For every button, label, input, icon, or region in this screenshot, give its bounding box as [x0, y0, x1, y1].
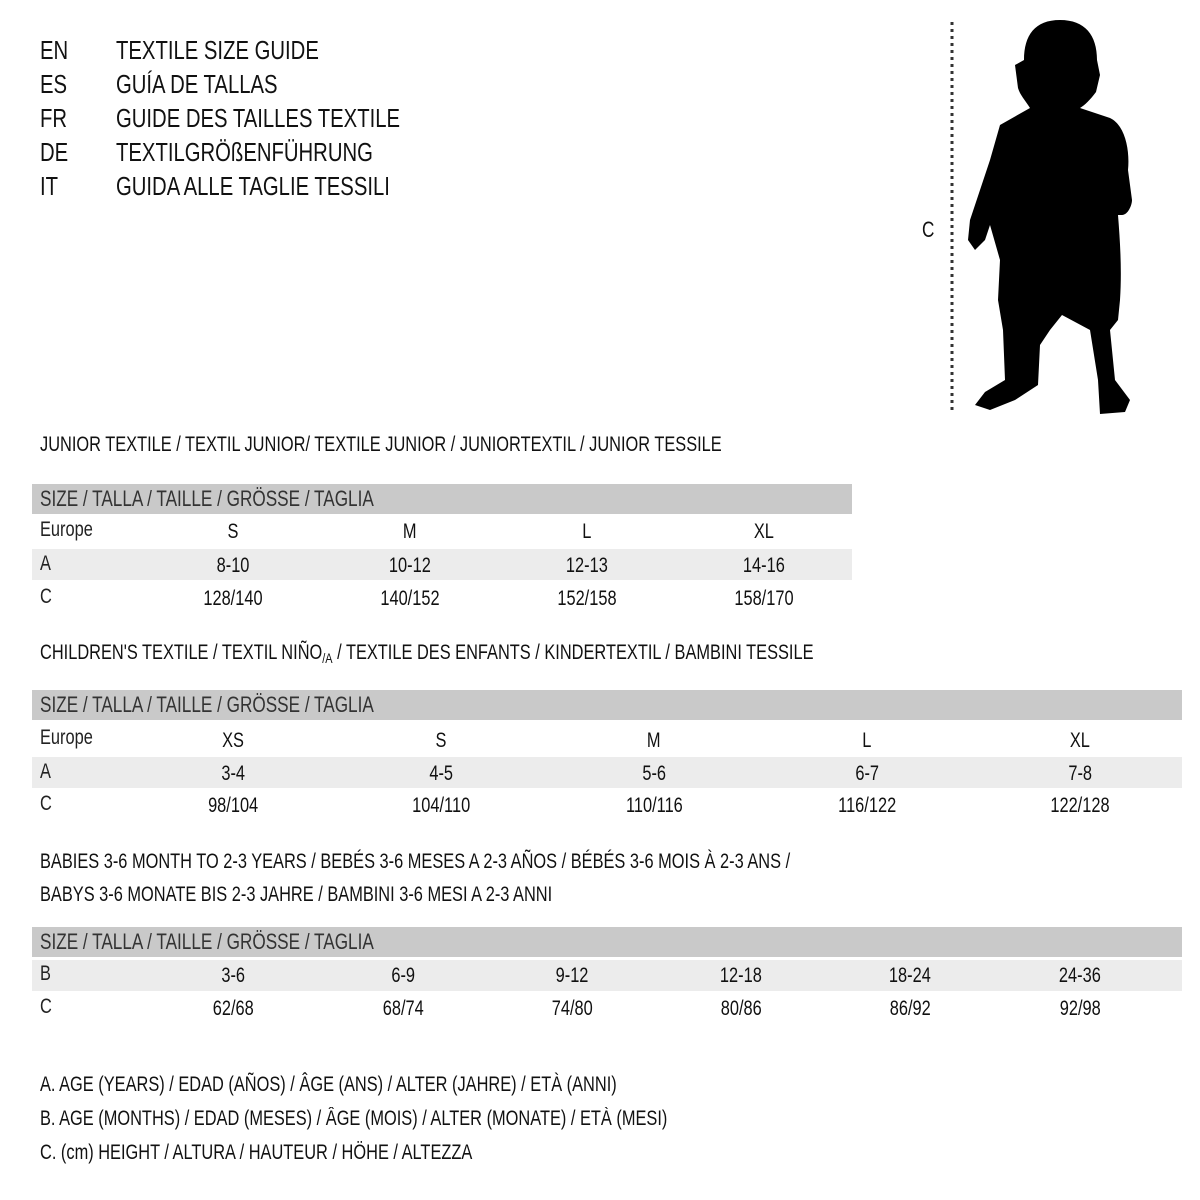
language-title: GUIDE DES TAILLES TEXTILE	[116, 103, 401, 133]
table-cell: 92/98	[1059, 997, 1101, 1020]
table-cell: S	[227, 520, 239, 543]
table-cell: 104/110	[411, 794, 470, 817]
table-cell: 14-16	[743, 554, 785, 577]
legend-item: C. (cm) HEIGHT / ALTURA / HAUTEUR / HÖHE…	[40, 1141, 473, 1164]
table-cell: 18-24	[889, 964, 931, 987]
junior-size-header-label: SIZE / TALLA / TAILLE / GRÖSSE / TAGLIA	[40, 486, 374, 511]
table-cell: 24-36	[1059, 964, 1101, 987]
table-cell: 6-9	[391, 964, 415, 987]
table-cell: 86/92	[889, 997, 931, 1020]
children-row-band	[32, 757, 1182, 788]
table-cell: 116/122	[837, 794, 896, 817]
table-cell: 9-12	[555, 964, 589, 987]
language-row: FR GUIDE DES TAILLES TEXTILE	[40, 101, 480, 135]
table-cell: XL	[753, 520, 775, 543]
row-label: Europe	[40, 518, 93, 541]
table-cell: L	[862, 729, 872, 752]
babies-size-header	[32, 927, 1182, 957]
language-title: GUÍA DE TALLAS	[116, 69, 278, 99]
table-cell: 74/80	[551, 997, 593, 1020]
language-title: TEXTILGRÖßENFÜHRUNG	[116, 137, 373, 167]
language-row: IT GUIDA ALLE TAGLIE TESSILI	[40, 169, 480, 203]
language-code: DE	[40, 137, 69, 167]
language-row: ES GUÍA DE TALLAS	[40, 67, 480, 101]
table-cell: S	[435, 729, 447, 752]
child-silhouette-icon	[950, 20, 1132, 414]
babies-size-header-label: SIZE / TALLA / TAILLE / GRÖSSE / TAGLIA	[40, 929, 374, 954]
row-label: A	[40, 552, 51, 575]
row-label: C	[40, 995, 52, 1018]
junior-size-header	[32, 484, 852, 514]
language-code: ES	[40, 69, 68, 99]
babies-section-title: BABIES 3-6 MONTH TO 2-3 YEARS / BEBÉS 3-…	[40, 850, 791, 906]
table-cell: 5-6	[642, 762, 666, 785]
row-label: A	[40, 760, 51, 783]
table-cell: 3-4	[221, 762, 245, 785]
table-cell: M	[647, 729, 661, 752]
language-row: DE TEXTILGRÖßENFÜHRUNG	[40, 135, 480, 169]
children-size-header-label: SIZE / TALLA / TAILLE / GRÖSSE / TAGLIA	[40, 692, 374, 717]
table-cell: 8-10	[216, 554, 250, 577]
table-cell: 158/170	[734, 587, 794, 610]
table-cell: 6-7	[855, 762, 879, 785]
junior-section-title: JUNIOR TEXTILE / TEXTIL JUNIOR/ TEXTILE …	[40, 433, 722, 456]
language-code: IT	[40, 171, 59, 201]
language-list: EN TEXTILE SIZE GUIDE ES GUÍA DE TALLAS FR…	[40, 33, 480, 203]
table-cell: 68/74	[382, 997, 424, 1020]
language-title: GUIDA ALLE TAGLIE TESSILI	[116, 171, 390, 201]
language-code: EN	[40, 35, 69, 65]
row-label: Europe	[40, 726, 93, 749]
table-cell: 80/86	[720, 997, 762, 1020]
table-cell: 7-8	[1068, 762, 1092, 785]
babies-row-band	[32, 960, 1182, 991]
table-cell: 12-13	[566, 554, 608, 577]
children-section-title: CHILDREN'S TEXTILE / TEXTIL NIÑO/A / TEX…	[40, 641, 814, 666]
table-cell: 62/68	[212, 997, 254, 1020]
legend-item: B. AGE (MONTHS) / EDAD (MESES) / ÂGE (MO…	[40, 1107, 668, 1130]
language-title: TEXTILE SIZE GUIDE	[116, 35, 319, 65]
table-cell: M	[403, 520, 417, 543]
table-cell: 12-18	[720, 964, 762, 987]
row-label: C	[40, 585, 52, 608]
children-size-header	[32, 690, 1182, 720]
table-cell: 4-5	[429, 762, 453, 785]
child-silhouette	[968, 20, 1132, 414]
table-cell: 10-12	[389, 554, 431, 577]
table-cell: 140/152	[380, 587, 440, 610]
row-label: B	[40, 962, 51, 985]
legend-item: A. AGE (YEARS) / EDAD (AÑOS) / ÂGE (ANS)…	[40, 1073, 617, 1096]
legend: A. AGE (YEARS) / EDAD (AÑOS) / ÂGE (ANS)…	[40, 1068, 844, 1170]
table-cell: XS	[222, 729, 244, 752]
junior-row-band	[32, 549, 852, 580]
table-cell: L	[582, 520, 592, 543]
table-cell: 110/116	[625, 794, 683, 817]
table-cell: XL	[1069, 729, 1091, 752]
table-cell: 3-6	[221, 964, 245, 987]
height-measure-label: C	[922, 217, 935, 242]
language-code: FR	[40, 103, 68, 133]
language-row: EN TEXTILE SIZE GUIDE	[40, 33, 480, 67]
row-label: C	[40, 792, 52, 815]
table-cell: 98/104	[207, 794, 259, 817]
table-cell: 152/158	[557, 587, 617, 610]
table-cell: 128/140	[203, 587, 263, 610]
table-cell: 122/128	[1050, 794, 1110, 817]
